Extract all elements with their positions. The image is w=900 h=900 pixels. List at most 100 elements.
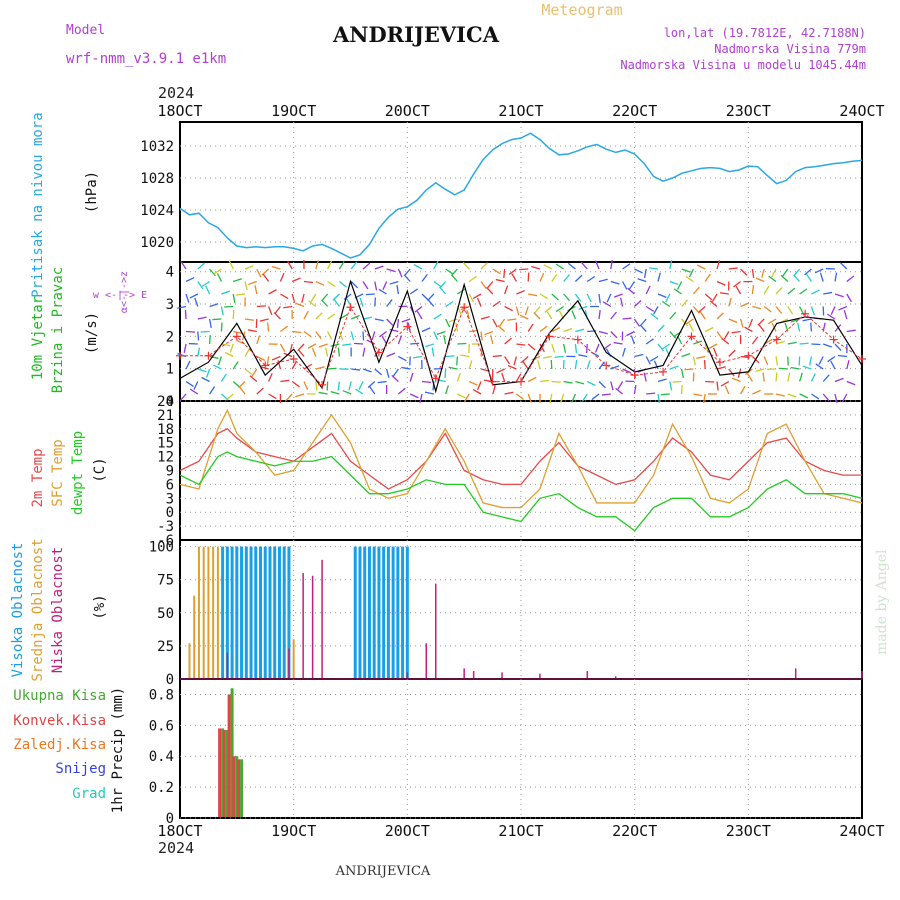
wind-arrow (610, 381, 614, 391)
wind-arrow (563, 327, 573, 333)
x-tick-label-bottom: 20OCT (385, 822, 430, 840)
wind-arrow (782, 268, 789, 277)
wind-arrow (315, 331, 322, 340)
wind-arrow (200, 330, 210, 333)
wind-arrow (403, 274, 411, 282)
wind-arrow (613, 293, 623, 298)
wind-arrow (519, 314, 529, 320)
wind-arrow (416, 310, 423, 320)
precip-conv-bar (227, 694, 231, 817)
wind-arrow (498, 318, 506, 327)
wind-arrow (330, 391, 340, 395)
wind-arrow (716, 280, 726, 286)
wind-arrow (704, 273, 711, 282)
wind-arrow (315, 260, 320, 270)
wind-gust-marker (374, 348, 383, 357)
cloud-high-bar (244, 546, 248, 678)
wind-arrow (846, 329, 856, 333)
wind-arrow (551, 380, 561, 383)
wind-arrow (342, 343, 352, 346)
wind-arrow (277, 360, 282, 370)
y-tick-label: 0 (166, 672, 174, 688)
wind-arrow (574, 293, 582, 302)
wind-arrow (348, 381, 352, 391)
x-tick-label-bottom: 24OCT (839, 822, 884, 840)
temp-sfc-line (179, 408, 863, 509)
y-tick-label: 0 (166, 505, 174, 521)
wind-arrow (289, 343, 293, 353)
wind-arrow (740, 302, 750, 308)
wind-arrow (213, 364, 222, 370)
wind-arrow (787, 306, 794, 315)
wind-arrow (251, 368, 258, 377)
wind-arrow (315, 366, 325, 370)
wind-arrow (425, 343, 434, 348)
wind-arrow (610, 331, 618, 339)
wind-arrow (450, 268, 458, 277)
precip-legend-frz: Zaledj.Kisa (13, 737, 106, 753)
wind-arrow (233, 330, 243, 334)
wind-arrow (497, 324, 506, 332)
y-tick-label: 12 (157, 450, 174, 466)
precip-total-bar (235, 756, 239, 817)
wind-arrow (401, 366, 411, 370)
wind-arrow (606, 293, 612, 303)
wind-arrow (303, 381, 309, 390)
wind-arrow (527, 272, 530, 282)
wind-arrow (337, 381, 341, 391)
wind-gust-marker (545, 332, 554, 341)
wind-arrow (292, 330, 302, 334)
wind-arrow (837, 354, 847, 358)
cloud-high-bar (282, 546, 286, 678)
cloud-low-bar (425, 643, 428, 678)
wind-arrow (504, 391, 514, 395)
wind-arrow (515, 373, 522, 382)
wind-arrow (224, 351, 234, 358)
wind-arrow (318, 343, 328, 348)
y-tick-label: 21 (157, 408, 174, 424)
cloud-high-bar (367, 546, 371, 678)
wind-arrow (268, 372, 273, 382)
wind-arrow (374, 265, 384, 270)
wind-arrow (598, 381, 606, 389)
y-tick-label: 1032 (140, 139, 174, 155)
wind-arrow (622, 368, 632, 374)
wind-arrow (830, 360, 836, 370)
wind-direction-legend: α<-|->z (119, 271, 130, 313)
wind-arrow (810, 373, 816, 382)
cloud-high-bar (353, 546, 357, 678)
wind-arrow (291, 277, 301, 283)
wind-arrow (543, 264, 553, 270)
wind-gust-marker (829, 335, 838, 344)
wind-arrow (818, 356, 824, 365)
wind-arrow (728, 297, 732, 307)
wind-arrow (445, 300, 454, 308)
wind-arrow (527, 343, 536, 351)
temp-2m-line (179, 428, 862, 490)
year-bottom: 2024 (158, 839, 194, 857)
wind-arrow (490, 335, 494, 345)
wind-arrow (522, 361, 529, 370)
wind-arrow (703, 359, 706, 370)
wind-arrow (771, 268, 777, 278)
wind-arrow (751, 284, 755, 295)
wind-arrow (692, 286, 700, 295)
wind-arrow (445, 318, 451, 328)
wind-arrow (378, 288, 387, 295)
wind-arrow (480, 262, 488, 270)
wind-gust-marker (659, 367, 668, 376)
temp-axis-label-2m: 2m Temp (30, 448, 46, 507)
wind-arrow (212, 318, 222, 321)
wind-gust-marker (318, 380, 327, 389)
wind-arrow (822, 374, 830, 382)
wind-arrow (504, 356, 511, 365)
wind-arrow (409, 288, 418, 295)
wind-arrow (484, 330, 494, 336)
wind-arrow (627, 287, 635, 295)
wind-arrow (185, 380, 194, 388)
wind-arrow (472, 293, 482, 300)
cloud-low-bar (472, 671, 475, 678)
cloud-high-bar (259, 546, 263, 678)
wind-arrow (762, 372, 765, 382)
wind-arrow (622, 281, 628, 290)
